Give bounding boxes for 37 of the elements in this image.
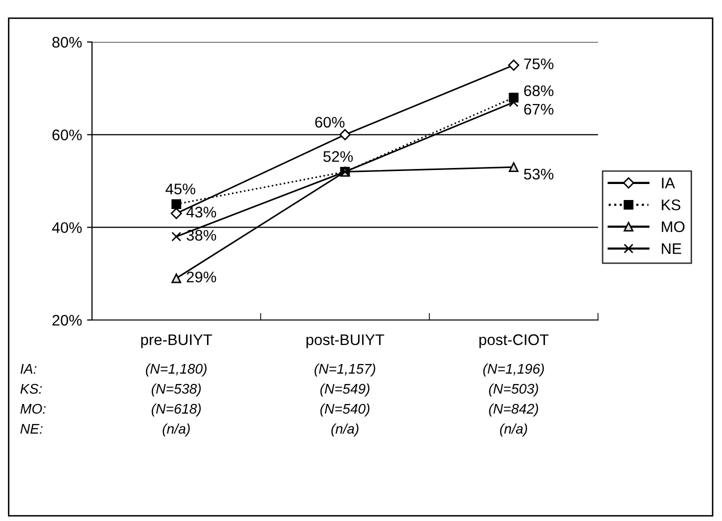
data-label: 52% xyxy=(323,151,353,162)
data-label: 53% xyxy=(524,168,554,180)
text: (n/a) xyxy=(331,424,358,436)
text: (N=540) xyxy=(320,404,370,416)
data-label: 43% xyxy=(186,206,216,218)
text: (N=1,180) xyxy=(146,364,207,376)
y-tick-label: 40% xyxy=(52,222,82,234)
text: (N=538) xyxy=(152,384,201,396)
text: (N=549) xyxy=(320,384,370,396)
y-tick-label: 60% xyxy=(52,130,82,140)
text: (N=842) xyxy=(489,404,538,416)
text: IA: xyxy=(20,364,36,374)
text: (N=503) xyxy=(489,384,538,396)
data-label: 45% xyxy=(166,184,196,194)
text: (n/a) xyxy=(500,424,528,436)
text: NE: xyxy=(20,424,43,434)
data-label: 29% xyxy=(186,272,216,282)
text: (N=618) xyxy=(152,404,201,416)
text: (n/a) xyxy=(162,424,190,436)
x-tick-label: post-BUIYT xyxy=(306,334,384,348)
y-tick-label: 80% xyxy=(52,36,82,48)
text: MO: xyxy=(20,404,46,414)
legend-label: IA xyxy=(662,178,676,188)
y-tick-label: 20% xyxy=(52,314,82,326)
x-tick-label: post-CIOT xyxy=(479,334,549,348)
legend-label: MO xyxy=(662,221,685,232)
data-label: 75% xyxy=(524,58,554,70)
text: (N=1,196) xyxy=(483,364,544,376)
legend-label: NE xyxy=(662,243,682,254)
legend-label: KS xyxy=(662,199,680,210)
x-tick-label: pre-BUIYT xyxy=(141,334,212,348)
data-label: 68% xyxy=(524,85,554,96)
data-label: 67% xyxy=(524,104,554,115)
text: KS: xyxy=(20,384,42,394)
data-label: 60% xyxy=(315,116,344,128)
data-label: 38% xyxy=(186,230,216,241)
text: (N=1,157) xyxy=(314,364,376,376)
